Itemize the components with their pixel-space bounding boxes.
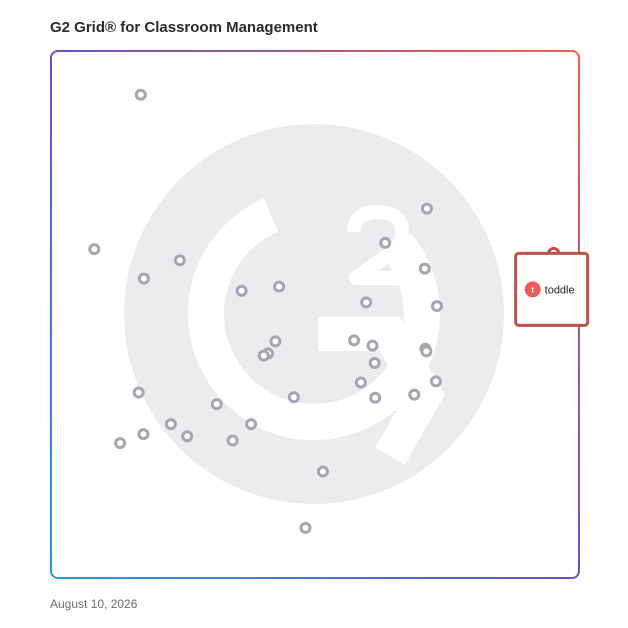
data-point[interactable] (379, 236, 392, 249)
data-point[interactable] (257, 349, 270, 362)
data-point[interactable] (299, 521, 312, 534)
data-point[interactable] (420, 202, 433, 215)
data-point[interactable] (316, 465, 329, 478)
data-point[interactable] (137, 428, 150, 441)
data-point[interactable] (132, 386, 145, 399)
data-point[interactable] (273, 280, 286, 293)
data-point[interactable] (134, 88, 147, 101)
data-point[interactable] (235, 284, 248, 297)
data-point[interactable] (226, 434, 239, 447)
data-point[interactable] (173, 254, 186, 267)
data-point[interactable] (210, 398, 223, 411)
data-point[interactable] (88, 243, 101, 256)
data-point[interactable] (369, 391, 382, 404)
data-point[interactable] (366, 339, 379, 352)
data-point[interactable] (360, 296, 373, 309)
data-point[interactable] (114, 437, 127, 450)
toddle-logo-icon (524, 281, 541, 298)
toddle-label: toddle (545, 284, 575, 296)
data-point[interactable] (430, 300, 443, 313)
chart-title: G2 Grid® for Classroom Management (50, 19, 318, 36)
data-point[interactable] (420, 345, 433, 358)
svg-text:t: t (531, 285, 534, 294)
data-point[interactable] (429, 375, 442, 388)
data-point[interactable] (368, 356, 381, 369)
chart-date: August 10, 2026 (50, 597, 138, 611)
data-point[interactable] (287, 391, 300, 404)
data-point[interactable] (408, 388, 421, 401)
data-point[interactable] (181, 430, 194, 443)
data-point[interactable] (418, 262, 431, 275)
data-point[interactable] (164, 418, 177, 431)
data-point[interactable] (348, 334, 361, 347)
highlight-marker-toddle[interactable]: t toddle (514, 246, 590, 327)
g2-watermark-logo (124, 124, 504, 504)
data-point[interactable] (245, 418, 258, 431)
data-points (88, 88, 560, 534)
data-point[interactable] (354, 376, 367, 389)
data-point[interactable] (269, 335, 282, 348)
data-point[interactable] (137, 272, 150, 285)
